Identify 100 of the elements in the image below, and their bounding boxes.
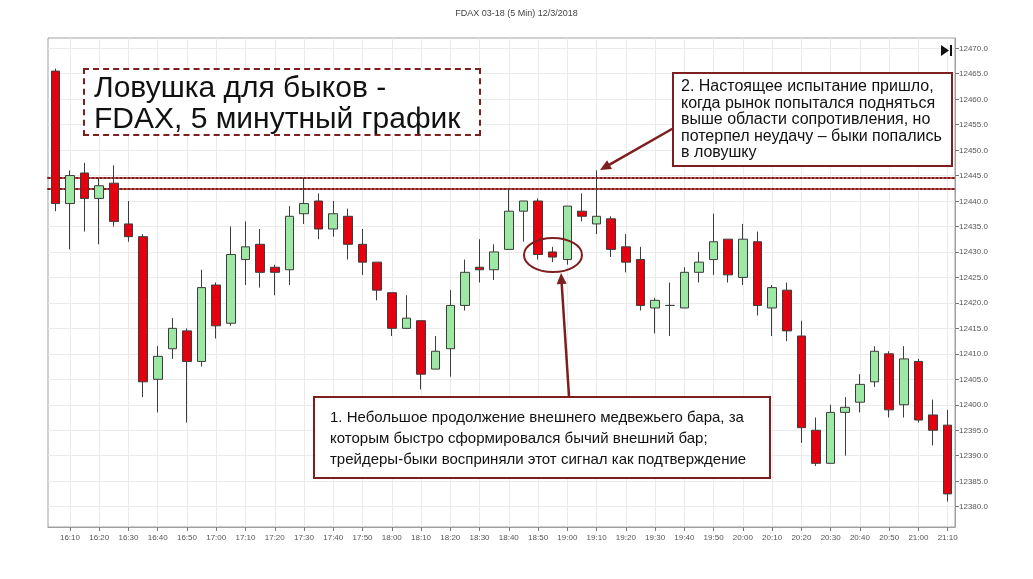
candlestick bbox=[694, 251, 704, 283]
x-tick-label: 20:40 bbox=[849, 532, 871, 542]
candlestick bbox=[489, 243, 499, 281]
x-tick-label: 19:50 bbox=[703, 532, 725, 542]
candlestick bbox=[358, 228, 367, 276]
x-tick-label: 18:50 bbox=[528, 532, 549, 542]
candlestick bbox=[709, 213, 718, 276]
candlestick bbox=[840, 396, 850, 457]
x-tick-label: 17:50 bbox=[352, 532, 374, 542]
y-tick-label: 12405.0 bbox=[959, 374, 989, 384]
candlestick bbox=[387, 292, 397, 337]
x-tick-label: 19:00 bbox=[557, 532, 578, 542]
y-tick-label: 12455.0 bbox=[959, 120, 989, 130]
candlestick bbox=[504, 187, 514, 250]
x-tick-label: 16:30 bbox=[118, 532, 140, 542]
candlestick bbox=[606, 215, 616, 258]
y-tick-label: 12470.0 bbox=[959, 43, 989, 53]
candlestick bbox=[577, 192, 587, 222]
candlestick bbox=[328, 200, 338, 238]
y-tick-label: 12400.0 bbox=[959, 400, 989, 410]
candlestick bbox=[519, 200, 528, 243]
y-tick-label: 12415.0 bbox=[959, 323, 989, 333]
x-tick-label: 19:30 bbox=[645, 532, 666, 542]
x-tick-label: 16:40 bbox=[147, 532, 169, 542]
annotation: 1. Небольшое продолжение внешнего медвежьего бара, за которым быстро сформировался бычий внешний бар; трейдеры-быки восприняли этот сигнал как подтверждение bbox=[313, 396, 771, 479]
candlestick bbox=[80, 162, 89, 233]
candlestick bbox=[870, 345, 879, 388]
x-tick-label: 21:10 bbox=[937, 532, 959, 542]
x-tick-label: 20:00 bbox=[732, 532, 754, 542]
y-tick-label: 12440.0 bbox=[959, 196, 989, 206]
x-tick-label: 20:20 bbox=[791, 532, 812, 542]
y-tick-label: 12445.0 bbox=[959, 171, 989, 181]
x-tick-label: 16:50 bbox=[176, 532, 198, 542]
x-tick-label: 18:00 bbox=[381, 532, 403, 542]
candlestick bbox=[65, 169, 75, 250]
candlestick bbox=[372, 261, 382, 301]
x-tick-label: 18:40 bbox=[498, 532, 520, 542]
candlestick bbox=[680, 266, 689, 309]
x-tick-label: 20:30 bbox=[820, 532, 842, 542]
candlestick bbox=[241, 220, 250, 286]
text: Ловушка для быков - FDAX, 5 минутный график bbox=[83, 68, 481, 136]
candlestick bbox=[226, 225, 236, 327]
x-tick-label: 18:20 bbox=[440, 532, 461, 542]
candlestick bbox=[402, 294, 411, 329]
x-tick-label: 20:50 bbox=[879, 532, 900, 542]
candlestick bbox=[723, 238, 733, 283]
candlestick bbox=[446, 289, 455, 378]
chart-subtitle: FDAX 03-18 (5 Min) 12/3/2018 bbox=[454, 8, 579, 18]
y-tick-label: 12425.0 bbox=[959, 272, 989, 282]
annotation: 2. Настоящее испытание пришло, когда рынок попытался подняться выше области сопротивления, но потерпел неудачу – быки попались в ловушку bbox=[672, 72, 953, 167]
candlestick bbox=[168, 317, 177, 360]
candlestick bbox=[636, 246, 645, 312]
x-tick-label: 17:20 bbox=[264, 532, 286, 542]
y-tick-label: 12390.0 bbox=[959, 451, 989, 461]
candlestick bbox=[548, 246, 557, 263]
candlestick bbox=[343, 208, 353, 261]
candlestick bbox=[182, 327, 192, 424]
candlestick bbox=[767, 284, 777, 337]
candlestick bbox=[738, 223, 748, 286]
candlestick bbox=[270, 264, 280, 296]
candlestick bbox=[650, 297, 660, 334]
candlestick bbox=[914, 358, 923, 424]
candlestick bbox=[431, 335, 440, 370]
candlestick bbox=[855, 373, 865, 413]
candlestick bbox=[592, 169, 601, 235]
x-tick-label: 19:20 bbox=[615, 532, 637, 542]
candlestick bbox=[416, 320, 426, 390]
y-tick-label: 12410.0 bbox=[959, 349, 989, 359]
y-tick-label: 12435.0 bbox=[959, 221, 989, 231]
candlestick bbox=[884, 350, 894, 418]
candlestick bbox=[153, 345, 163, 413]
x-tick-label: 19:10 bbox=[586, 532, 608, 542]
y-tick-label: 12460.0 bbox=[959, 94, 989, 104]
candlestick bbox=[826, 404, 835, 464]
y-tick-label: 12420.0 bbox=[959, 298, 989, 308]
x-tick-label: 18:10 bbox=[411, 532, 432, 542]
x-tick-label: 20:10 bbox=[762, 532, 783, 542]
x-tick-label: 21:00 bbox=[908, 532, 929, 542]
x-tick-label: 19:40 bbox=[674, 532, 695, 542]
x-tick-label: 16:20 bbox=[89, 532, 110, 542]
candlestick bbox=[138, 233, 148, 398]
candlestick bbox=[665, 282, 675, 337]
candlestick bbox=[621, 233, 631, 273]
candlestick bbox=[533, 197, 543, 261]
y-tick-label: 12430.0 bbox=[959, 247, 989, 257]
candlestick bbox=[899, 345, 909, 418]
candlestick bbox=[109, 164, 119, 227]
candlestick bbox=[460, 259, 470, 312]
x-tick-label: 18:30 bbox=[469, 532, 491, 542]
candlestick bbox=[928, 399, 938, 446]
candlestick bbox=[255, 228, 265, 289]
y-tick-label: 12465.0 bbox=[959, 69, 989, 79]
x-tick-label: 17:00 bbox=[206, 532, 227, 542]
x-tick-label: 17:30 bbox=[293, 532, 315, 542]
candlestick bbox=[211, 282, 221, 340]
candlestick bbox=[314, 192, 323, 240]
candlestick bbox=[285, 205, 294, 286]
candlestick bbox=[475, 238, 484, 283]
candlestick bbox=[563, 205, 572, 266]
y-tick-label: 12380.0 bbox=[959, 502, 989, 512]
